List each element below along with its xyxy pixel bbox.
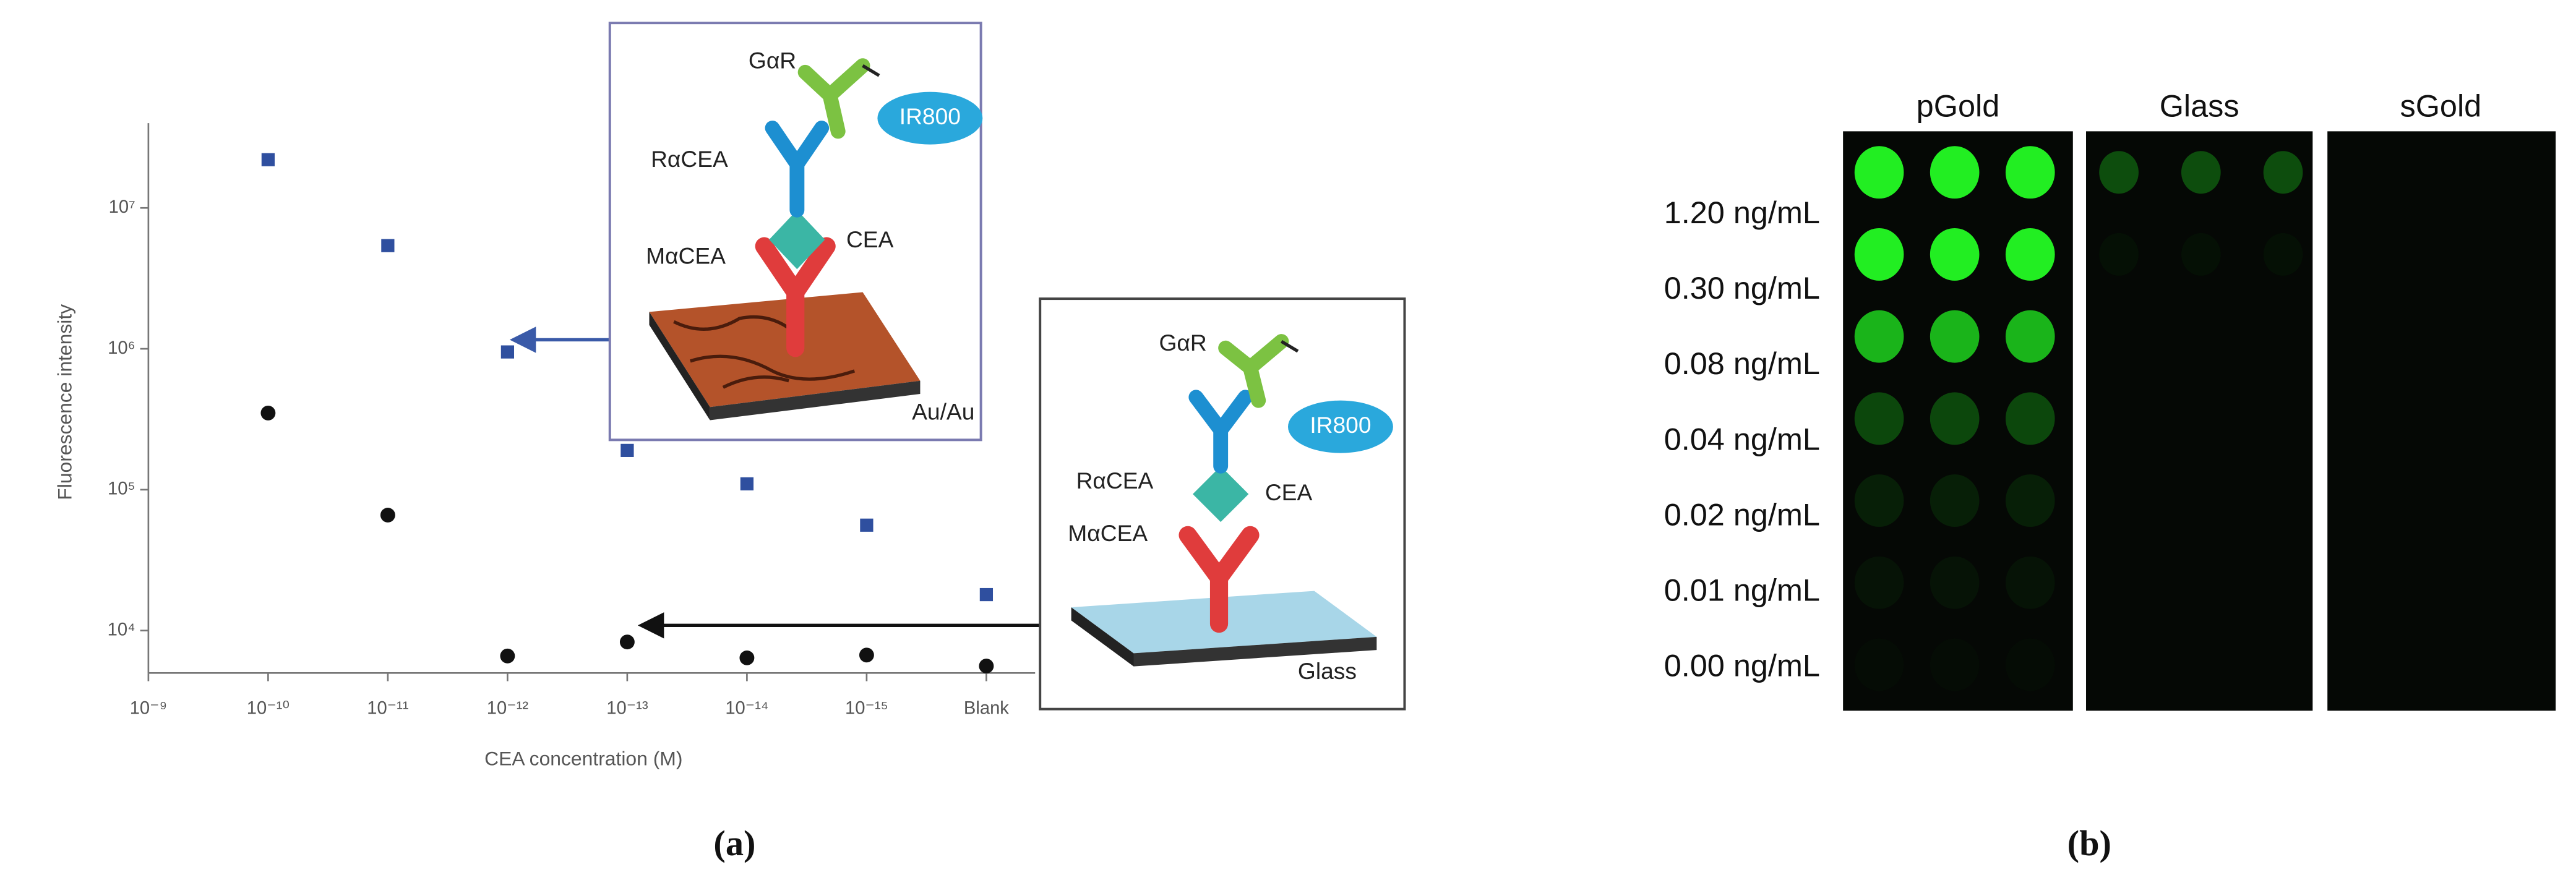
y-tick-label: 10⁵ bbox=[108, 479, 135, 499]
inset-label: GαR bbox=[1159, 330, 1207, 356]
inset-label: CEA bbox=[1265, 479, 1313, 505]
point bbox=[500, 345, 515, 359]
inset-pgold bbox=[608, 22, 983, 442]
spot bbox=[1855, 639, 1904, 691]
row-label: 0.02 ng/mL bbox=[1664, 497, 1820, 532]
x-tick-label: 10⁻⁹ bbox=[130, 698, 167, 718]
caption: (a) bbox=[713, 823, 755, 863]
spot bbox=[2005, 392, 2055, 445]
inset-glass bbox=[1039, 297, 1406, 711]
point bbox=[500, 648, 515, 664]
inset-label: RαCEA bbox=[651, 146, 728, 172]
point bbox=[381, 239, 395, 252]
spot bbox=[2005, 474, 2055, 527]
column-header: Glass bbox=[2160, 88, 2239, 124]
spot bbox=[2181, 151, 2221, 194]
plot-area: Fluorescence intensity CEA concentration… bbox=[54, 123, 1036, 769]
spot bbox=[2005, 556, 2055, 609]
column-header: pGold bbox=[1917, 88, 2000, 124]
spot bbox=[1930, 392, 1980, 445]
spot bbox=[1854, 474, 1904, 527]
row-label: 0.30 ng/mL bbox=[1664, 270, 1820, 305]
image-glass bbox=[2086, 131, 2313, 711]
spot bbox=[1930, 310, 1980, 363]
spot bbox=[1930, 228, 1980, 281]
spot bbox=[2263, 151, 2303, 194]
inset-label: MαCEA bbox=[646, 243, 726, 269]
inset-label: CEA bbox=[846, 226, 894, 252]
row-label: 0.08 ng/mL bbox=[1664, 346, 1820, 381]
y-tick-label: 10⁴ bbox=[108, 620, 135, 639]
inset-label: IR800 bbox=[899, 103, 961, 129]
point bbox=[979, 659, 994, 674]
x-tick-label: 10⁻¹⁵ bbox=[845, 698, 888, 718]
spot bbox=[2263, 233, 2303, 276]
image-sgold bbox=[2327, 131, 2556, 711]
point bbox=[739, 650, 755, 665]
row-label: 0.04 ng/mL bbox=[1664, 421, 1820, 456]
inset-label: Au/Au bbox=[912, 399, 974, 425]
spot bbox=[1930, 556, 1980, 609]
spot bbox=[1930, 146, 1980, 199]
y-tick-label: 10⁷ bbox=[109, 197, 135, 217]
row-label: 0.00 ng/mL bbox=[1664, 648, 1820, 683]
x-axis-label: CEA concentration (M) bbox=[484, 747, 682, 769]
spot bbox=[1930, 474, 1980, 527]
column-header: sGold bbox=[2400, 88, 2481, 124]
point bbox=[740, 477, 754, 491]
row-label: 1.20 ng/mL bbox=[1664, 195, 1820, 230]
spot bbox=[2006, 639, 2055, 691]
y-tick-label: 10⁶ bbox=[108, 338, 135, 358]
spot bbox=[1930, 639, 1980, 691]
x-tick-label: Blank bbox=[964, 698, 1009, 718]
x-tick-label: 10⁻¹³ bbox=[606, 698, 648, 718]
inset-label: GαR bbox=[749, 48, 796, 74]
inset-label: RαCEA bbox=[1076, 467, 1154, 493]
spot bbox=[1854, 228, 1904, 281]
x-tick-label: 10⁻¹¹ bbox=[367, 698, 409, 718]
row-label: 0.01 ng/mL bbox=[1664, 573, 1820, 608]
spot bbox=[1854, 392, 1904, 445]
spot bbox=[2005, 228, 2055, 281]
spot bbox=[2099, 151, 2139, 194]
caption: (b) bbox=[2067, 823, 2111, 863]
spot bbox=[2005, 146, 2055, 199]
x-tick-label: 10⁻¹² bbox=[487, 698, 529, 718]
x-tick-label: 10⁻¹⁴ bbox=[725, 698, 768, 718]
point bbox=[619, 634, 635, 650]
inset-label: MαCEA bbox=[1068, 520, 1148, 546]
spots bbox=[1854, 146, 2303, 691]
inset-label: IR800 bbox=[1310, 412, 1371, 438]
image-pgold bbox=[1843, 131, 2073, 711]
inset-label: Glass bbox=[1298, 658, 1357, 684]
point bbox=[979, 587, 994, 602]
y-axis-label: Fluorescence intensity bbox=[54, 304, 76, 500]
spot bbox=[2099, 233, 2139, 276]
point bbox=[380, 508, 395, 523]
point bbox=[261, 153, 275, 166]
spot bbox=[2005, 310, 2055, 363]
x-tick-label: 10⁻¹⁰ bbox=[247, 698, 290, 718]
point bbox=[860, 518, 874, 532]
point bbox=[859, 647, 874, 663]
spot bbox=[2181, 233, 2221, 276]
spot bbox=[1854, 310, 1904, 363]
point bbox=[260, 405, 276, 421]
point bbox=[620, 443, 634, 457]
spot bbox=[1854, 146, 1904, 199]
spot bbox=[1854, 556, 1904, 609]
